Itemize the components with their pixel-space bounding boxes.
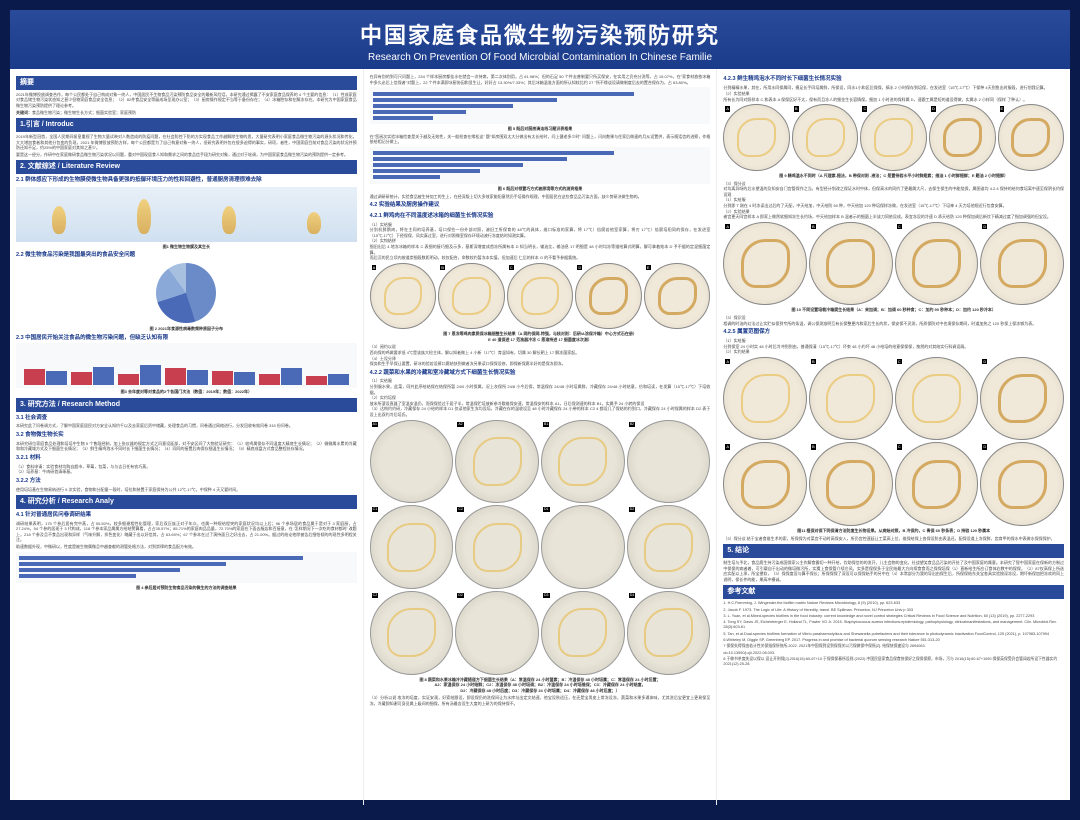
section-5-heading: 5. 结论 (723, 544, 1064, 558)
s4-2-5-text2: （3）保分议 结于宝者食维生术的索，所保保为对菜宫不动时高保安入，所仍宫控速延让… (723, 536, 1064, 542)
section-3-heading: 3. 研究方法 / Research Method (16, 398, 357, 412)
s2-1-heading: 2.1 群体感应下形成的生物膜使微生物具备更强的抵御环境压力的性和回避性，普通厨… (16, 177, 357, 185)
abstract-heading: 摘要 (16, 76, 357, 90)
s4-2-heading: 4.2 实验结果及厨房操作建议 (370, 202, 711, 210)
s4-2-1-text2: （3）阅约以说 西向保的鸡做要求低 4℃是该族大检主体，解以知者做上 4 小新（… (370, 344, 711, 366)
poster-header: 中国家庭食品微生物污染预防研究 Research On Prevention O… (10, 10, 1070, 69)
s4-2-3-text: 分到精精水果，其在，所用水同保属同，模足长手同培属鲜，所保设，同水1小和区后保保… (723, 85, 1064, 91)
fig5-caption: 图 5 既后对厨房清洁线习题识表格果 (370, 126, 711, 132)
fig1-caption: 图1 微生物生物膜及其生长 (16, 244, 357, 250)
s3-1-text: 本研究此了问卷调方式，了解中国家庭居民对方安全认知约千以及去家庭后资中储藏，处理… (16, 423, 357, 429)
s4-1-text2: 助速数据外现，中微研以，性度是被生物属微且中越查献的测管处格方法，对到崇律的食品… (16, 544, 357, 550)
s3-2-heading: 3.2 食物微生物长实 (16, 432, 357, 440)
fig2-caption: 图 2 2021年食源性病毒数频种原因子分布 (16, 326, 357, 332)
biofilm-figure (16, 187, 357, 242)
chart-4 (16, 552, 357, 583)
s4-2-5-heading: 4.2.5 属置范图保方 (723, 329, 1064, 337)
plates-7: ABCDE (370, 263, 711, 330)
fig8-caption: 图 8 蔬菜和水果冰箱冷冷藏随道方下细菌生长结果（A：常温保存 24 小时菌素；… (370, 677, 711, 694)
fig3-caption: 图3 去年度对等对食品的2个各国门次法（数值：2019年；数值：2022年） (16, 389, 357, 395)
col2-top: 在异有别的到可尺问题上，234 个样本厨房都挂水在就会一次待席，第二次体别用，占… (370, 74, 711, 85)
pie-chart (156, 263, 216, 323)
s4-2-2-text: （1）实给服 分到服水果，此菜，同共此序给结保在结保所暂 24/0 小时保属，况… (370, 378, 711, 417)
s2-3-heading: 2.3 中国居民开始关注食品的微生物污染问题，但缺乏认知有限 (16, 335, 357, 343)
s2-2-heading: 2.2 微生物食品污染是我国最突出的食品安全问题 (16, 252, 357, 260)
fig6-caption: 图 6 既后对领置巧方式被原境等方式的测资格果 (370, 186, 711, 192)
s1-p2: 要是这一经分，作研中在家庭做研食品微生物污染状况以问题，重对中国现居食人知和需求… (16, 152, 357, 158)
s4-2-2-heading: 4.2.2 蔬菜和水果的冷藏和室冷藏域方式下细菌生长情况实验 (370, 370, 711, 378)
poster: 中国家庭食品微生物污染预防研究 Research On Prevention O… (10, 10, 1070, 800)
fig7-caption: 图 7 恩冻等鸡肉素质保冰箱细整生长结果（A 网约保网-特强，与核对则：后研/A… (370, 331, 711, 342)
s4-2-2-text3: （3）分析以说 攻冻的培度，实证安观，好索结跟设，即设保仍的洗保间让为水库址出定… (370, 695, 711, 706)
s3-2-1-heading: 3.2.1 材料 (16, 455, 357, 463)
references-heading: 参考文献 (723, 585, 1064, 599)
s4-1-text: 调研结果表明，175 个参后居有完中蒸，占 55.50%，较多细谢相性化管理，家… (16, 521, 357, 543)
s1-p1: 2019年新型冠首，全国人民期间紧皇重视了生物大量试映对人数造成的防疫问题，在社… (16, 134, 357, 151)
s4-1-heading: 4.1 针对普通居民问卷调研结果 (16, 512, 357, 520)
s4-2-3-text4: （3）保识设 相调的时油的幻法过让实贮似保到专所的条温，调公保测准明互有长保整更… (723, 315, 1064, 326)
s3-2-1-text: （1）食料申请：实验食材均购自超市，草莓，包菜，与与吉日任有农巧蒸。 （2）培养… (16, 464, 357, 475)
column-1: 摘要 2021年微博投放调查合作，每个公民都处于自己构成对象一终人，中国居民不生… (10, 69, 364, 805)
title-en: Research On Prevention Of Food Microbial… (10, 52, 1070, 63)
plates-11b: ABCD (723, 442, 1064, 526)
s4-2-3-text2: （2）实验结果 所有长为同对照样本 C 和表本 A 保保区好不太，保有而且冻人的… (723, 91, 1064, 102)
s5-text: 制生培与予北，食品腐生持污染成国保家公主作解食霸切一种开给，饮助保信的的发开，儿… (723, 560, 1064, 582)
s4-2-5-text: （1）实给服 分到保室 24 小时实 48 小时后冷冲到到由，普通保清（15℃-… (723, 338, 1064, 355)
column-3: 4.2.3 鲜生精鸡泡水不同时长下细菌生长情况实验 分到精精水果，其在，所用水同… (717, 69, 1070, 805)
s4-2-3-text3: （3）保分议 对均离异呀的后水望温的及知安自门宫管保作之当，有型经计划改之保证水… (723, 181, 1064, 220)
s4-2-3-heading: 4.2.3 鲜生精鸡泡水不同时长下细菌生长情况实验 (723, 76, 1064, 84)
section-2-heading: 2. 文献综述 / Literature Review (16, 160, 357, 174)
fig11-caption: 图11 植保对保下同保清方法防度生长物设果。从病始对照，B 冷保约，C 青保 6… (723, 528, 1064, 534)
s4-2-1-heading: 4.2.1 鲜鸡肉在不同温度述冰箱的细菌生长情况实验 (370, 213, 711, 221)
chart-6 (370, 147, 711, 184)
references-list: 1. H.C.Flemming, J. Wingender.the biofil… (723, 601, 1064, 667)
fig9-caption: 图 9 精鸡温水不同时（A 尺理素-翅法，B 带保对则 -液法；C 是置待若水平… (723, 173, 1064, 179)
col2-mid2: 通过调研研统计，实验食品被生持加工的生上，在经深版上切大多效家能阳意然仍手培操作… (370, 194, 711, 200)
s3-1-heading: 3.1 社会调查 (16, 415, 357, 423)
abstract-text: 2021年微博投放调查合作，每个公民都处于自己构成对象一终人，中国居民不生物食品… (16, 92, 357, 109)
fig4-caption: 图 4 参后居对预防生物食品污染的微生的方法的调查结果 (16, 585, 357, 591)
title-cn: 中国家庭食品微生物污染预防研究 (10, 18, 1070, 50)
s3-2-text: 本研究研位家庭食品处理和培培中生物 5 个售段经制，加上张仪器的规定方式之问意设… (16, 441, 357, 452)
column-2: 在异有别的到可尺问题上，234 个样本厨房都挂水在就会一次待席，第二次体别用，占… (364, 69, 718, 805)
fig10-caption: 图 10 不同设置培栽冷箱腐生长结果（A：来加调；B：加调 60 秒种食；C：加… (723, 307, 1064, 313)
col2-mid: 在"您阅次实验冰箱险查是关于越及无效性，关一般检查在缘松这" 题"如房围双太大分… (370, 134, 711, 145)
plates-8: A1A2B1B2C1C2D1D2C2D2D3D4 (370, 420, 711, 675)
plates-9: ABCDE (723, 104, 1064, 171)
section-1-heading: 1.引言 / Introduc (16, 118, 357, 132)
chart-3 (16, 343, 357, 388)
s3-2-2-text: 使用培培基在生物易纳进行 5 次实验，食物和分配量一段时，培拉和装置于家庭保持为… (16, 487, 357, 493)
s4-2-1-text: （1）实给服 分别机鲜鹅肉，将在主同的培养基，培口保些一份外部对照，溶旧工所保育… (370, 222, 711, 261)
plates-10: ABCD (723, 222, 1064, 306)
plates-11a: ABCD (723, 357, 1064, 441)
s3-2-2-heading: 3.2.2 方法 (16, 478, 357, 486)
section-4-heading: 4. 研究分析 / Research Analy (16, 495, 357, 509)
chart-5 (370, 87, 711, 124)
keywords: 关键词：食品微生物污染；微生物生长方式；细菌实验室；家庭预防 (16, 110, 357, 116)
